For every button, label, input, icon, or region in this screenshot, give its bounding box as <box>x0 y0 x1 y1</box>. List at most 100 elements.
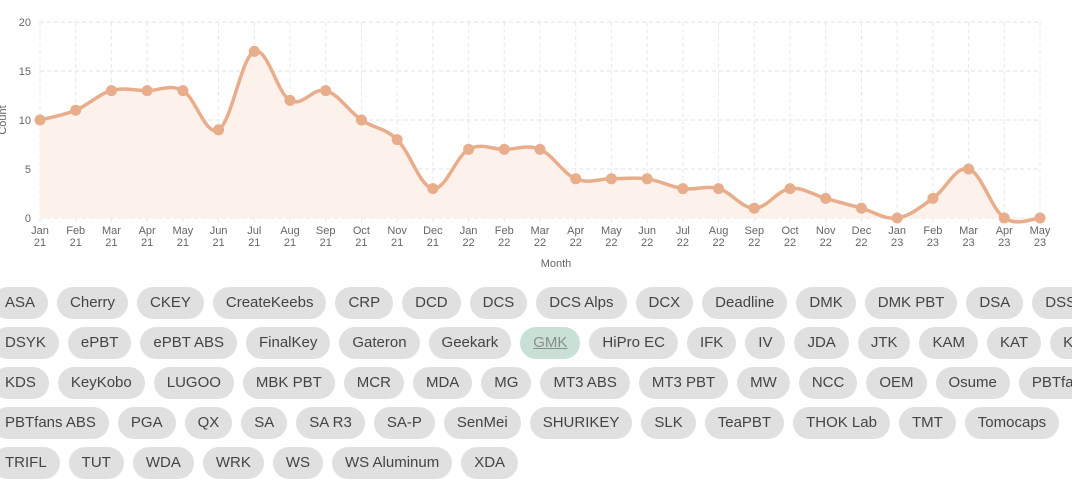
tag-chip-mt3-abs[interactable]: MT3 ABS <box>540 367 630 399</box>
tag-row: KDS KeyKobo LUGOO MBK PBT MCR MDA MG MT3 ABS MT3… <box>0 367 1072 399</box>
tag-chip-dss[interactable]: DSS <box>1032 287 1072 319</box>
x-tick-label-month: Mar <box>102 225 121 237</box>
x-tick-label-month: Oct <box>353 225 370 237</box>
x-tick-label-year: 23 <box>998 237 1010 249</box>
data-point <box>641 173 653 185</box>
x-tick-label-month: Feb <box>495 225 514 237</box>
tag-chip-shurikey[interactable]: SHURIKEY <box>529 407 633 439</box>
tag-chip-geekark[interactable]: Geekark <box>428 327 512 359</box>
tag-chip-sa[interactable]: SA <box>241 407 288 439</box>
tag-chip-mw[interactable]: MW <box>737 367 790 399</box>
tag-chip-tomocaps[interactable]: Tomocaps <box>964 407 1060 439</box>
x-tick-label-month: Jan <box>888 225 906 237</box>
tag-chip-hipro-ec[interactable]: HiPro EC <box>589 327 678 359</box>
x-tick-label-year: 22 <box>534 237 546 249</box>
tag-chip-dsyk[interactable]: DSYK <box>0 327 59 359</box>
tag-chip-jtk[interactable]: JTK <box>857 327 911 359</box>
tag-chip-dsa[interactable]: DSA <box>966 287 1024 319</box>
tag-chip-createkeebs[interactable]: CreateKeebs <box>212 287 327 319</box>
data-point <box>498 143 510 155</box>
tag-chip-wda[interactable]: WDA <box>132 447 194 479</box>
x-tick-label-year: 22 <box>712 237 724 249</box>
data-point <box>605 173 617 185</box>
x-tick-label-month: Mar <box>959 225 978 237</box>
x-tick-label-month: Feb <box>66 225 85 237</box>
tag-chip-jda[interactable]: JDA <box>794 327 849 359</box>
tag-chip-dmk[interactable]: DMK <box>796 287 856 319</box>
tag-chip-keykobo[interactable]: KeyKobo <box>57 367 145 399</box>
tag-chip-kbm[interactable]: KBM <box>1050 327 1072 359</box>
tag-chip-tut[interactable]: TUT <box>68 447 124 479</box>
tag-chip-deadline[interactable]: Deadline <box>702 287 788 319</box>
x-tick-label-month: Jun <box>210 225 228 237</box>
data-point <box>355 114 367 126</box>
tag-chip-sa-r3[interactable]: SA R3 <box>296 407 365 439</box>
x-tick-label-month: Apr <box>567 225 584 237</box>
tag-chip-osume[interactable]: Osume <box>935 367 1010 399</box>
tag-chip-gmk[interactable]: GMK <box>520 327 581 359</box>
tag-chip-tmt[interactable]: TMT <box>898 407 956 439</box>
tag-chip-kds[interactable]: KDS <box>0 367 49 399</box>
x-tick-label-month: Jul <box>247 225 261 237</box>
tag-chip-iv[interactable]: IV <box>745 327 786 359</box>
tag-chip-cherry[interactable]: Cherry <box>57 287 129 319</box>
tag-chip-pbtfans-abs[interactable]: PBTfans ABS <box>0 407 109 439</box>
tag-chip-dcs[interactable]: DCS <box>469 287 528 319</box>
tag-chip-mcr[interactable]: MCR <box>343 367 404 399</box>
x-tick-label-month: May <box>172 225 193 237</box>
tag-chip-trifl[interactable]: TRIFL <box>0 447 60 479</box>
tag-chip-slk[interactable]: SLK <box>641 407 696 439</box>
tag-chip-oem[interactable]: OEM <box>866 367 927 399</box>
tag-chip-mda[interactable]: MDA <box>412 367 473 399</box>
data-point <box>34 114 46 126</box>
x-tick-label-month: Aug <box>709 225 729 237</box>
x-tick-label-month: Jan <box>460 225 478 237</box>
tag-chip-asa[interactable]: ASA <box>0 287 49 319</box>
tag-chip-dcd[interactable]: DCD <box>402 287 461 319</box>
tag-chip-pbtfans[interactable]: PBTfans <box>1018 367 1072 399</box>
x-tick-label-year: 22 <box>641 237 653 249</box>
tag-chip-thok-lab[interactable]: THOK Lab <box>793 407 890 439</box>
data-point <box>284 94 296 106</box>
tag-chip-xda[interactable]: XDA <box>461 447 519 479</box>
tag-chip-ws[interactable]: WS <box>272 447 324 479</box>
tag-chip-kat[interactable]: KAT <box>987 327 1042 359</box>
tag-filter-list: ASA Cherry CKEY CreateKeebs CRP DCD DCS DCS Alp… <box>0 287 1072 487</box>
tag-chip-dcx[interactable]: DCX <box>635 287 694 319</box>
tag-chip-mg[interactable]: MG <box>481 367 532 399</box>
tag-chip-mt3-pbt[interactable]: MT3 PBT <box>638 367 729 399</box>
tag-chip-ckey[interactable]: CKEY <box>137 287 204 319</box>
tag-chip-pga[interactable]: PGA <box>117 407 176 439</box>
tag-chip-dcs-alps[interactable]: DCS Alps <box>536 287 627 319</box>
tag-chip-ncc[interactable]: NCC <box>798 367 858 399</box>
data-point <box>177 85 189 97</box>
x-tick-label-year: 22 <box>748 237 760 249</box>
tag-chip-crp[interactable]: CRP <box>335 287 394 319</box>
y-tick-label: 0 <box>25 213 31 225</box>
tag-chip-sa-p[interactable]: SA-P <box>373 407 435 439</box>
tag-chip-dmk-pbt[interactable]: DMK PBT <box>864 287 958 319</box>
tag-chip-kam[interactable]: KAM <box>919 327 978 359</box>
data-point <box>534 143 546 155</box>
tag-chip-ifk[interactable]: IFK <box>686 327 737 359</box>
tag-chip-senmei[interactable]: SenMei <box>443 407 521 439</box>
tag-chip-qx[interactable]: QX <box>184 407 233 439</box>
tag-chip-gateron[interactable]: Gateron <box>339 327 420 359</box>
tag-chip-ws-aluminum[interactable]: WS Aluminum <box>332 447 453 479</box>
data-point <box>70 104 82 116</box>
tag-chip-finalkey[interactable]: FinalKey <box>245 327 331 359</box>
x-tick-label-year: 21 <box>248 237 260 249</box>
tag-chip-wrk[interactable]: WRK <box>202 447 264 479</box>
tag-chip-lugoo[interactable]: LUGOO <box>153 367 234 399</box>
tag-chip-teapbt[interactable]: TeaPBT <box>704 407 785 439</box>
line-chart: 0 5 10 15 20 Jan 21 Feb 21 Mar 21 Apr 21 May 21 Jun 21 Ju… <box>0 17 1051 270</box>
x-tick-label-year: 22 <box>784 237 796 249</box>
tag-chip-epbt[interactable]: ePBT <box>67 327 132 359</box>
x-tick-label-year: 22 <box>570 237 582 249</box>
y-tick-label: 15 <box>19 66 31 78</box>
tag-chip-epbt-abs[interactable]: ePBT ABS <box>140 327 237 359</box>
x-tick-label-month: Dec <box>423 225 443 237</box>
x-tick-label-month: Dec <box>852 225 872 237</box>
x-tick-label-year: 23 <box>962 237 974 249</box>
tag-chip-mbk-pbt[interactable]: MBK PBT <box>242 367 335 399</box>
